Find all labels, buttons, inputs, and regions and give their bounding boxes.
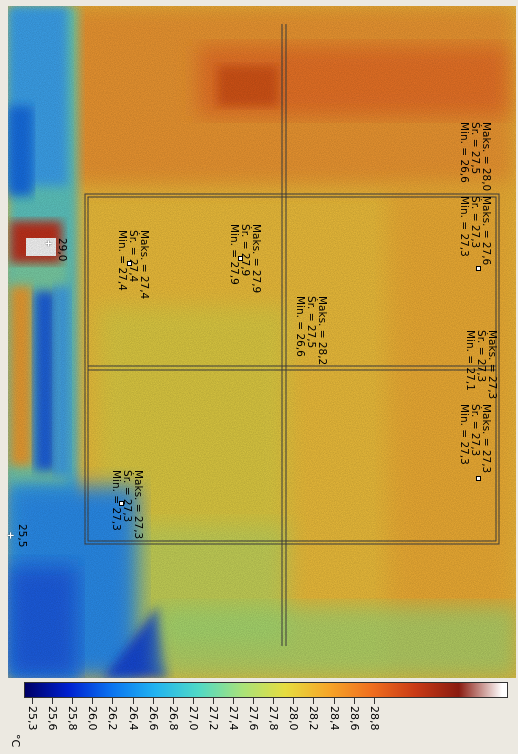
scale-tick-label: 27,8 [267,706,281,731]
scale-tick-label: 26,8 [166,706,180,731]
scale-tick [353,698,355,704]
scale-tick [152,698,154,704]
scale-tick [52,698,54,704]
scale-tick [373,698,375,704]
measurement-label-r1: Maks. = 28,0 Śr. = 27,5 Min. = 26,6 [458,122,492,192]
measurement-label-r6: Maks. = 27,3 Śr. = 27,3 Min. = 27,1 [464,330,498,400]
scale-tick-label: 28,2 [307,706,321,731]
scale-tick-label: 28,6 [347,706,361,731]
scale-tick [333,698,335,704]
scale-tick [112,698,114,704]
scale-tick-label: 27,6 [247,706,261,731]
spot-marker [119,501,124,506]
measurement-label-r2: Maks. = 27,6 Śr. = 27,3 Min. = 27,3 [458,196,492,266]
measurement-label-r5: Maks. = 28,2 Śr. = 27,5 Min. = 26,6 [294,296,328,366]
temperature-color-scale [24,682,508,698]
scale-tick [293,698,295,704]
scale-tick-label: 25,8 [66,706,80,731]
scale-tick [72,698,74,704]
spot-marker [476,266,481,271]
coldspot-crosshair-icon: + [4,531,16,540]
hotspot-crosshair-icon: + [42,239,54,248]
scale-tick-label: 26,4 [126,706,140,731]
scale-tick [32,698,33,704]
scale-tick-label: 27,0 [186,706,200,731]
scale-tick-label: 26,6 [146,706,160,731]
scale-tick [172,698,174,704]
hotspot-value: 29,0 [56,238,68,262]
measurement-label-r4: Maks. = 27,9 Śr. = 27,9 Min. = 27,9 [228,224,262,294]
scale-tick-label: 27,4 [227,706,240,731]
scale-tick-label: 28,4 [327,706,341,731]
spot-marker [238,256,243,261]
spot-marker [127,261,132,266]
scale-tick [233,698,234,704]
scale-tick-label: 26,2 [106,706,120,731]
measurement-label-r8: Maks. = 27,3 Śr. = 27,3 Min. = 27,3 [110,470,144,540]
scale-tick [192,698,194,704]
measurement-label-r7: Maks. = 27,3 Śr. = 27,3 Min. = 27,3 [458,404,492,474]
scale-tick-label: 25,3 [26,706,39,731]
coldspot-value: 25,5 [16,524,28,548]
scale-tick [273,698,275,704]
measurement-overlay [84,24,500,646]
scale-tick [92,698,94,704]
scale-tick-label: 26,0 [86,706,100,731]
scale-tick [313,698,315,704]
scale-tick [253,698,255,704]
scale-tick-label: 25,6 [46,706,60,731]
scale-tick-label: 28,8 [367,706,381,731]
scale-tick [132,698,134,704]
spot-marker [476,476,481,481]
thermal-image [8,6,516,678]
scale-tick [212,698,214,704]
scale-tick-label: 28,0 [287,706,301,731]
scale-tick-label: 27,2 [206,706,220,731]
measurement-label-r3: Maks. = 27,4 Śr. = 27,4 Min. = 27,4 [116,230,150,300]
scale-unit-label: °C [9,734,22,748]
temperature-scale-ticks: 25,3 25,6 25,8 26,0 26,2 26,4 26,6 26,8 27,0 27,2… [0,698,518,754]
